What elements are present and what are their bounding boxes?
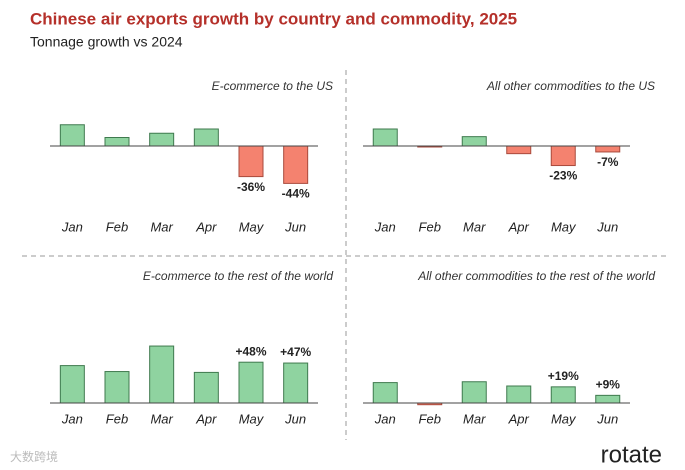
x-tick-label: Feb xyxy=(106,411,128,426)
x-tick-label: May xyxy=(239,411,265,426)
chart-title: Chinese air exports growth by country an… xyxy=(30,9,517,28)
bar xyxy=(104,371,130,404)
x-tick-label: Mar xyxy=(463,411,486,426)
bar xyxy=(550,386,576,404)
x-tick-label: Jun xyxy=(284,411,306,426)
x-tick-label: Jan xyxy=(61,219,83,234)
x-tick-label: Mar xyxy=(150,219,173,234)
bar xyxy=(595,145,621,153)
brand-logo: rotate xyxy=(601,441,662,468)
bar xyxy=(149,345,175,404)
x-tick-label: Apr xyxy=(508,411,530,426)
watermark: 大数跨境 xyxy=(10,449,58,464)
x-tick-label: Jan xyxy=(374,219,396,234)
value-label: -7% xyxy=(597,155,619,169)
value-label: -36% xyxy=(237,180,265,194)
bar xyxy=(506,385,532,404)
x-tick-label: May xyxy=(551,411,577,426)
bar xyxy=(461,381,487,404)
x-tick-label: May xyxy=(551,219,577,234)
bar xyxy=(506,145,532,155)
x-tick-label: Feb xyxy=(419,411,441,426)
bar xyxy=(372,128,398,147)
bar xyxy=(372,382,398,404)
x-tick-label: Mar xyxy=(150,411,173,426)
chart-subtitle: Tonnage growth vs 2024 xyxy=(30,34,183,50)
x-tick-label: May xyxy=(239,219,265,234)
bar xyxy=(193,128,219,147)
value-label: +48% xyxy=(235,344,266,358)
x-tick-label: Jan xyxy=(374,411,396,426)
x-tick-label: Jun xyxy=(284,219,306,234)
bar xyxy=(461,136,487,147)
x-tick-label: Apr xyxy=(195,411,217,426)
panel-title: E-commerce to the rest of the world xyxy=(143,269,333,283)
x-tick-label: Jun xyxy=(596,411,618,426)
x-tick-label: Jun xyxy=(596,219,618,234)
x-tick-label: Feb xyxy=(419,219,441,234)
value-label: -44% xyxy=(282,187,310,201)
bar xyxy=(193,371,219,404)
x-tick-label: Feb xyxy=(106,219,128,234)
bar xyxy=(238,145,264,178)
bar xyxy=(238,361,264,404)
bar xyxy=(283,145,309,184)
panel-title: E-commerce to the US xyxy=(212,79,333,93)
panel-title: All other commodities to the US xyxy=(486,79,655,93)
value-label: +9% xyxy=(596,378,621,392)
x-tick-label: Mar xyxy=(463,219,486,234)
value-label: +19% xyxy=(548,369,579,383)
x-tick-label: Apr xyxy=(508,219,530,234)
panel-title: All other commodities to the rest of the… xyxy=(417,269,655,283)
bar xyxy=(283,362,309,404)
value-label: -23% xyxy=(549,169,577,183)
x-tick-label: Jan xyxy=(61,411,83,426)
bar xyxy=(550,145,576,167)
bar xyxy=(595,394,621,404)
value-label: +47% xyxy=(280,345,311,359)
bar xyxy=(149,132,175,147)
bar xyxy=(59,365,85,404)
bar xyxy=(104,137,130,147)
bar xyxy=(59,124,85,147)
x-tick-label: Apr xyxy=(195,219,217,234)
